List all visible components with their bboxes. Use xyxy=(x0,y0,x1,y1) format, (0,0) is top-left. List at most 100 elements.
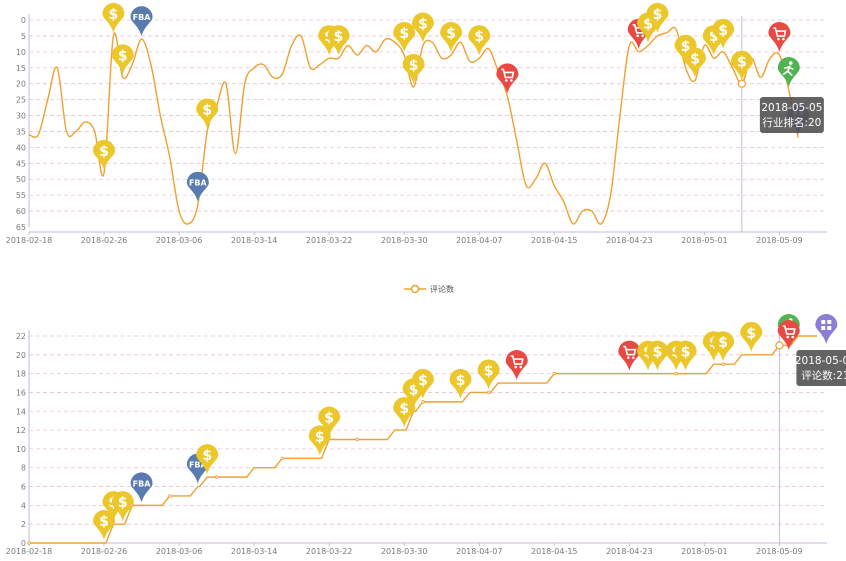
pin-marker xyxy=(327,25,350,56)
x-tick-label: 2018-03-22 xyxy=(306,547,353,556)
pin-marker xyxy=(730,50,753,81)
event-pin-fba[interactable]: FBA xyxy=(186,171,209,202)
pin-marker xyxy=(618,340,641,371)
series-line xyxy=(28,26,799,225)
dollar-sign-icon: $ xyxy=(653,345,663,361)
event-pin-dollar[interactable]: $ xyxy=(93,510,116,540)
event-pin-dollar[interactable]: $ xyxy=(327,25,350,56)
event-pin-grid[interactable] xyxy=(815,314,838,344)
tooltip-value: 评论数:21 xyxy=(801,369,846,382)
event-pin-dollar[interactable]: $ xyxy=(93,139,116,170)
runner-head xyxy=(788,61,793,65)
legend[interactable]: 评论数 xyxy=(404,284,454,294)
x-tick-label: 2018-03-30 xyxy=(381,547,428,556)
event-pin-dollar[interactable]: $ xyxy=(393,397,416,428)
pin-marker xyxy=(196,444,219,475)
cart-wheel xyxy=(786,335,790,339)
y-tick-label: 30 xyxy=(16,112,26,121)
event-pin-dollar[interactable]: $ xyxy=(674,34,697,65)
dollar-sign-icon: $ xyxy=(409,382,419,398)
data-point[interactable] xyxy=(421,400,425,404)
event-pin-dollar[interactable]: $ xyxy=(308,425,331,456)
cart-wheel xyxy=(636,34,639,38)
fba-label-icon: FBA xyxy=(189,461,208,470)
event-pin-dollar[interactable]: $ xyxy=(712,331,735,362)
grid-squares-icon xyxy=(821,320,832,330)
dollar-sign-icon: $ xyxy=(418,16,428,32)
data-point[interactable] xyxy=(552,371,556,376)
event-pin-dollar[interactable]: $ xyxy=(196,444,219,475)
event-pin-dollar[interactable]: $ xyxy=(740,321,763,352)
y-tick-label: 0 xyxy=(21,16,26,25)
y-tick-label: 55 xyxy=(16,191,26,200)
fba-label-icon: FBA xyxy=(133,479,152,488)
data-point[interactable] xyxy=(355,437,359,442)
x-tick-label: 2018-05-01 xyxy=(681,547,728,556)
pin-marker xyxy=(505,350,528,381)
event-pin-dollar[interactable]: $ xyxy=(477,359,500,390)
runner-body xyxy=(782,65,794,76)
dollar-sign-icon: $ xyxy=(334,29,344,45)
event-pin-cart[interactable] xyxy=(505,350,528,381)
x-tick-label: 2018-03-22 xyxy=(306,236,353,245)
dollar-sign-icon: $ xyxy=(118,48,128,64)
pin-marker xyxy=(646,340,669,371)
event-pin-runner[interactable] xyxy=(777,57,800,88)
tooltip-marker xyxy=(775,341,784,350)
data-point[interactable] xyxy=(214,475,219,479)
event-pin-dollar[interactable]: $ xyxy=(393,22,416,53)
y-tick-label: 14 xyxy=(16,407,26,416)
y-tick-label: 10 xyxy=(16,445,26,454)
event-pin-dollar[interactable]: $ xyxy=(102,2,125,33)
x-tick-label: 2018-03-06 xyxy=(156,236,203,245)
event-pin-dollar[interactable]: $ xyxy=(674,340,697,371)
y-tick-label: 2 xyxy=(21,520,26,529)
pin-marker xyxy=(411,368,434,399)
cart-body xyxy=(501,68,515,79)
event-pin-dollar[interactable]: $ xyxy=(468,25,491,56)
event-pin-dollar[interactable]: $ xyxy=(111,491,134,522)
tooltip-value: 行业排名:20 xyxy=(762,116,821,129)
event-pin-dollar[interactable]: $ xyxy=(440,22,463,53)
event-pin-dollar[interactable]: $ xyxy=(111,44,134,75)
pin-marker xyxy=(683,47,706,78)
event-pin-dollar[interactable]: $ xyxy=(402,53,425,84)
y-tick-label: 18 xyxy=(16,370,26,379)
data-point[interactable] xyxy=(27,541,31,545)
x-tick-label: 2018-05-09 xyxy=(756,547,803,556)
fba-label-icon: FBA xyxy=(133,13,152,22)
event-pin-dollar[interactable]: $ xyxy=(411,12,434,43)
event-pin-fba[interactable]: FBA xyxy=(130,6,153,37)
event-pin-dollar[interactable]: $ xyxy=(449,368,472,399)
event-pin-dollar[interactable]: $ xyxy=(411,368,434,399)
pin-marker xyxy=(318,406,341,437)
event-pin-dollar[interactable]: $ xyxy=(646,340,669,371)
event-pin-dollar[interactable]: $ xyxy=(196,98,219,129)
x-tick-label: 2018-05-01 xyxy=(681,236,728,245)
shopping-cart-icon xyxy=(773,27,787,41)
data-point[interactable] xyxy=(721,362,725,366)
pin-marker xyxy=(308,425,331,456)
event-pin-fba[interactable]: FBA xyxy=(130,472,153,503)
event-pin-cart[interactable] xyxy=(777,320,800,350)
data-point[interactable] xyxy=(674,371,678,376)
pin-marker xyxy=(740,321,763,352)
event-pin-dollar[interactable]: $ xyxy=(730,50,753,81)
shopping-cart-icon xyxy=(623,345,637,359)
event-pin-dollar[interactable]: $ xyxy=(712,18,735,49)
x-tick-label: 2018-04-23 xyxy=(606,236,653,245)
data-point[interactable] xyxy=(486,390,491,395)
event-pin-cart[interactable] xyxy=(496,63,519,94)
tooltip: 2018-05-09 评论数:21 xyxy=(795,350,846,386)
dollar-sign-icon: $ xyxy=(653,7,663,23)
event-pin-dollar[interactable]: $ xyxy=(318,406,341,437)
cart-wheel xyxy=(777,37,780,41)
event-pin-cart[interactable] xyxy=(618,340,641,371)
event-pin-dollar[interactable]: $ xyxy=(646,2,669,33)
event-pin-cart[interactable] xyxy=(768,22,791,53)
data-point[interactable] xyxy=(280,456,284,461)
cart-body xyxy=(623,345,637,356)
data-point[interactable] xyxy=(167,494,172,498)
x-tick-label: 2018-02-26 xyxy=(81,547,128,556)
event-pin-dollar[interactable]: $ xyxy=(683,47,706,78)
